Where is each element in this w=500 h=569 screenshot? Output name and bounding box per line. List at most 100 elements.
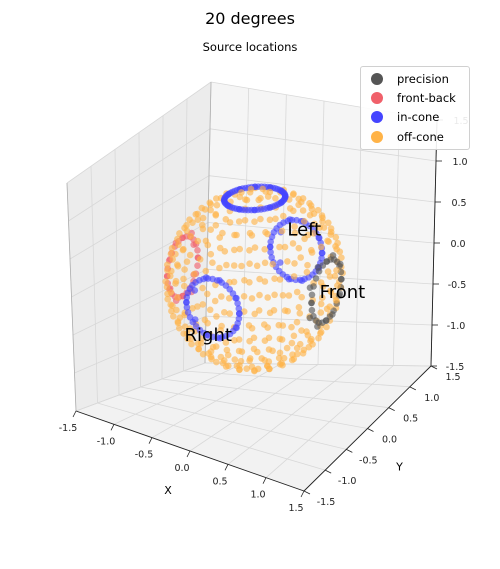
y-axis-label: Y	[395, 461, 403, 474]
point-off-cone	[291, 229, 299, 237]
point-off-cone	[308, 205, 316, 213]
point-off-cone	[261, 337, 269, 345]
point-off-cone	[173, 306, 180, 314]
point-off-cone	[174, 261, 181, 269]
point-off-cone	[279, 292, 287, 299]
point-off-cone	[180, 330, 187, 337]
point-off-cone	[276, 335, 284, 343]
point-off-cone	[167, 250, 175, 258]
point-off-cone	[255, 196, 262, 204]
point-off-cone	[169, 256, 176, 263]
point-off-cone	[303, 328, 310, 335]
point-off-cone	[238, 348, 246, 356]
point-off-cone	[324, 237, 331, 245]
legend-item: front-back	[361, 88, 469, 107]
x-tick	[300, 490, 305, 498]
point-in-cone	[235, 315, 243, 323]
point-off-cone	[261, 246, 269, 253]
point-off-cone	[280, 354, 288, 362]
point-in-cone	[318, 254, 325, 262]
point-off-cone	[218, 293, 225, 300]
legend-item: in-cone	[361, 108, 469, 127]
point-off-cone	[199, 301, 207, 308]
point-off-cone	[278, 227, 286, 235]
y-tick-label: 1.5	[445, 372, 460, 383]
x-tick	[186, 450, 191, 458]
point-off-cone	[235, 218, 243, 225]
point-off-cone	[293, 288, 301, 296]
point-in-cone	[276, 259, 284, 266]
point-off-cone	[162, 278, 169, 285]
annotations-layer: Left Front Right	[185, 220, 366, 346]
legend-marker	[371, 130, 383, 143]
point-off-cone	[308, 249, 316, 256]
z-tick-label: -1.5	[446, 362, 465, 373]
point-off-cone	[281, 307, 289, 314]
point-off-cone	[248, 325, 256, 332]
point-off-cone	[217, 353, 225, 361]
y-tick	[367, 428, 374, 432]
point-in-cone	[183, 304, 191, 311]
point-off-cone	[176, 230, 183, 237]
point-off-cone	[176, 324, 183, 332]
point-off-cone	[180, 275, 187, 283]
point-off-cone	[298, 293, 306, 301]
point-off-cone	[231, 356, 239, 363]
point-off-cone	[208, 355, 215, 363]
point-off-cone	[293, 318, 301, 326]
point-off-cone	[219, 229, 226, 237]
point-off-cone	[248, 232, 256, 239]
x-tick	[110, 424, 115, 431]
point-precision	[308, 291, 316, 299]
point-off-cone	[164, 267, 171, 274]
point-off-cone	[198, 204, 206, 212]
pane-edge	[66, 182, 77, 412]
point-off-cone	[264, 193, 272, 200]
point-off-cone	[317, 279, 325, 286]
point-off-cone	[183, 222, 190, 229]
point-in-cone	[318, 249, 326, 257]
point-off-cone	[264, 362, 271, 370]
point-off-cone	[325, 219, 332, 227]
point-off-cone	[216, 264, 223, 272]
point-off-cone	[309, 341, 316, 348]
point-off-cone	[213, 358, 220, 366]
point-precision	[306, 284, 314, 292]
point-off-cone	[209, 259, 216, 267]
point-off-cone	[223, 346, 231, 354]
point-off-cone	[296, 310, 304, 317]
point-off-cone	[289, 351, 296, 359]
x-tick-label: -0.5	[135, 450, 154, 461]
point-off-cone	[222, 339, 230, 346]
point-off-cone	[338, 254, 345, 261]
point-off-cone	[304, 261, 311, 269]
point-off-cone	[317, 330, 324, 337]
point-off-cone	[243, 365, 250, 373]
point-off-cone	[221, 309, 228, 316]
point-off-cone	[199, 221, 206, 229]
x-tick-label: 1.5	[288, 503, 303, 514]
point-off-cone	[296, 340, 304, 348]
point-off-cone	[202, 267, 210, 275]
point-off-cone	[195, 345, 202, 353]
point-off-cone	[172, 277, 180, 285]
point-off-cone	[247, 185, 255, 193]
point-off-cone	[291, 260, 298, 267]
x-tick	[72, 410, 77, 418]
z-tick-label: 0.0	[450, 239, 465, 250]
point-off-cone	[174, 318, 182, 325]
point-off-cone	[280, 212, 287, 220]
point-off-cone	[181, 266, 188, 273]
legend-item: off-cone	[361, 127, 469, 146]
point-off-cone	[181, 282, 188, 290]
point-off-cone	[281, 243, 289, 251]
point-off-cone	[191, 270, 198, 278]
point-off-cone	[207, 226, 214, 233]
point-in-cone	[183, 299, 190, 306]
point-off-cone	[311, 220, 318, 228]
point-off-cone	[164, 295, 171, 303]
point-off-cone	[186, 216, 193, 223]
x-tick	[262, 477, 267, 484]
point-off-cone	[191, 328, 199, 335]
legend-marker	[371, 72, 383, 85]
